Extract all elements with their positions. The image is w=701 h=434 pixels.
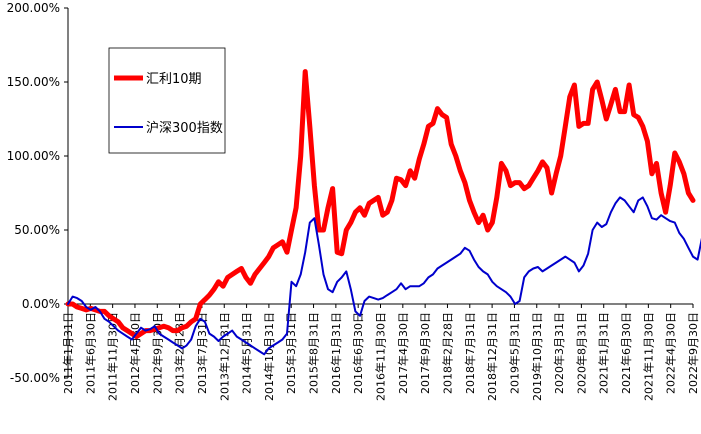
x-tick-label: 2020年3月31日 [552,312,566,394]
series-line-2 [67,196,701,356]
x-tick-label: 2021年11月30日 [641,312,655,401]
x-tick-label: 2016年1月31日 [329,312,343,394]
y-tick-label: 150.00% [7,75,60,89]
x-tick-label: 2015年3月31日 [284,312,298,394]
y-tick-label: 50.00% [14,223,60,237]
legend-label-series-1: 汇利10期 [146,72,202,87]
legend: 汇利10期 沪深300指数 [108,47,226,154]
x-tick-label: 2012年9月30日 [150,312,164,394]
legend-box [108,47,226,154]
x-tick-label: 2018年12月31日 [485,312,499,401]
x-tick-label: 2011年6月30日 [83,312,97,394]
x-tick-label: 2011年1月31日 [61,312,75,394]
y-tick-label: 200.00% [7,1,60,15]
y-tick-label: 0.00% [22,297,60,311]
y-tick-label: 100.00% [7,149,60,163]
x-tick-label: 2018年7月31日 [463,312,477,394]
x-tick-label: 2016年11月30日 [374,312,388,401]
x-tick-label: 2021年1月31日 [597,312,611,394]
x-axis-ticks: 2011年1月31日 2011年6月30日 2011年11月30日 2012年4月30… [61,304,700,401]
x-tick-label: 2014年10月31日 [262,312,276,401]
y-axis-ticks: 200.00% 150.00% 100.00% 50.00% 0.00% -50.00% [7,1,68,385]
legend-label-series-2: 沪深300指数 [146,120,223,136]
series-layer [65,69,701,356]
x-tick-label: 2018年2月28日 [440,312,454,394]
x-tick-label: 2019年10月31日 [530,312,544,401]
x-tick-label: 2019年5月31日 [507,312,521,394]
x-tick-label: 2011年11月30日 [106,312,120,401]
x-tick-label: 2017年4月30日 [396,312,410,394]
x-tick-label: 2015年8月31日 [307,312,321,394]
x-tick-label: 2022年9月30日 [686,312,700,394]
x-tick-label: 2017年9月30日 [418,312,432,394]
x-tick-label: 2012年4月30日 [128,312,142,394]
x-tick-label: 2022年4月30日 [664,312,678,394]
x-tick-label: 2021年6月30日 [619,312,633,394]
y-tick-label: -50.00% [10,371,60,385]
x-tick-label: 2013年7月31日 [195,312,209,394]
series-line-1 [65,69,696,340]
x-tick-label: 2014年5月31日 [240,312,254,394]
x-tick-label: 2013年12月31日 [217,312,231,401]
x-tick-label: 2020年8月31日 [574,312,588,394]
x-tick-label: 2016年6月30日 [351,312,365,394]
